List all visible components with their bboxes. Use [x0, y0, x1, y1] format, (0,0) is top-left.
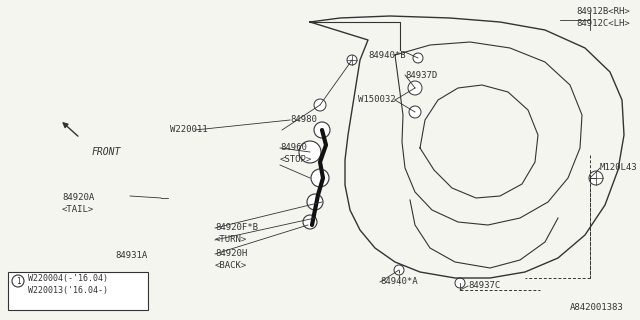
Bar [8, 272, 148, 310]
Circle shape [589, 171, 603, 185]
Text: 84931A: 84931A [115, 251, 147, 260]
Circle shape [408, 81, 422, 95]
Text: 84920F*B: 84920F*B [215, 223, 258, 233]
Circle shape [311, 169, 329, 187]
Text: <STOP>: <STOP> [280, 156, 312, 164]
Text: W220013('16.04-): W220013('16.04-) [28, 286, 108, 295]
Text: 1: 1 [16, 276, 20, 285]
Text: 84937C: 84937C [468, 282, 500, 291]
Text: <TAIL>: <TAIL> [62, 205, 94, 214]
Circle shape [347, 55, 357, 65]
Circle shape [307, 194, 323, 210]
Text: 84920A: 84920A [62, 194, 94, 203]
Text: W150032: W150032 [358, 95, 396, 105]
Text: FRONT: FRONT [92, 147, 122, 157]
Text: M120L43: M120L43 [600, 164, 637, 172]
Text: 84940*B: 84940*B [368, 51, 406, 60]
Circle shape [409, 106, 421, 118]
Text: <BACK>: <BACK> [215, 261, 247, 270]
Circle shape [299, 141, 321, 163]
Text: 84912B<RH>: 84912B<RH> [576, 7, 630, 17]
Circle shape [413, 53, 423, 63]
Text: W220011: W220011 [170, 125, 207, 134]
Text: 84960: 84960 [280, 143, 307, 153]
Circle shape [314, 99, 326, 111]
Circle shape [394, 265, 404, 275]
Circle shape [314, 122, 330, 138]
Text: 84912C<LH>: 84912C<LH> [576, 19, 630, 28]
Text: 84920H: 84920H [215, 250, 247, 259]
Text: A842001383: A842001383 [570, 302, 624, 311]
Text: W220004(-'16.04): W220004(-'16.04) [28, 274, 108, 283]
Text: <TURN>: <TURN> [215, 236, 247, 244]
Text: 84937D: 84937D [405, 70, 437, 79]
Text: 84940*A: 84940*A [380, 277, 418, 286]
Circle shape [455, 278, 465, 288]
Circle shape [303, 215, 317, 229]
Text: 84980: 84980 [290, 116, 317, 124]
Circle shape [12, 275, 24, 287]
